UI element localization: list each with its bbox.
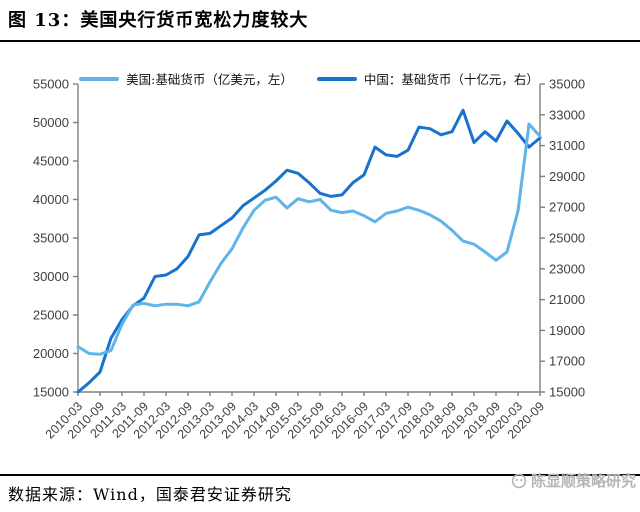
chart-legend: 美国:基础货币（亿美元，左） 中国：基础货币（十亿元，右）	[78, 69, 540, 88]
svg-text:19000: 19000	[549, 323, 585, 338]
svg-text:25000: 25000	[549, 231, 585, 246]
svg-text:20000: 20000	[33, 346, 69, 361]
china-line-swatch-icon	[316, 76, 357, 81]
svg-text:27000: 27000	[549, 200, 585, 215]
svg-text:25000: 25000	[33, 308, 69, 323]
svg-text:50000: 50000	[33, 115, 69, 130]
svg-text:30000: 30000	[33, 269, 69, 284]
series-line-china	[76, 108, 542, 394]
svg-text:35000: 35000	[33, 231, 69, 246]
y-axis-right: 15000 17000 19000 21000 23000 25000 27000 29000…	[540, 77, 585, 400]
svg-text:33000: 33000	[549, 107, 585, 122]
svg-text:17000: 17000	[549, 354, 585, 369]
legend-label-china: 中国：基础货币（十亿元，右）	[363, 72, 539, 87]
data-source-note: 数据来源：Wind，国泰君安证券研究	[8, 485, 292, 504]
figure-title: 图 13：美国央行货币宽松力度较大	[8, 10, 309, 31]
footer-divider	[0, 474, 640, 476]
watermark-text: 陈显顺策略研究	[530, 472, 636, 490]
svg-text:40000: 40000	[33, 192, 69, 207]
y-axis-left: 15000 20000 25000 30000 35000 40000 45000 50000…	[33, 77, 78, 400]
svg-text:15000: 15000	[549, 385, 585, 400]
svg-text:15000: 15000	[33, 385, 69, 400]
svg-text:23000: 23000	[549, 261, 585, 276]
us-line-swatch-icon	[79, 76, 120, 81]
svg-text:31000: 31000	[549, 138, 585, 153]
legend-item-china: 中国：基础货币（十亿元，右）	[316, 69, 539, 88]
svg-text:45000: 45000	[33, 154, 69, 169]
svg-text:29000: 29000	[549, 169, 585, 184]
title-divider	[0, 40, 640, 42]
svg-text:21000: 21000	[549, 292, 585, 307]
svg-text:55000: 55000	[33, 77, 69, 92]
legend-label-us: 美国:基础货币（亿美元，左）	[126, 72, 293, 87]
svg-text:35000: 35000	[549, 77, 585, 92]
x-axis: 2010-032010-092011-032011-092012-032012-…	[43, 392, 547, 442]
watermark-logo-icon	[511, 473, 527, 488]
watermark: 陈显顺策略研究	[511, 470, 636, 491]
legend-item-us: 美国:基础货币（亿美元，左）	[79, 69, 293, 88]
series-line-us	[76, 122, 542, 356]
